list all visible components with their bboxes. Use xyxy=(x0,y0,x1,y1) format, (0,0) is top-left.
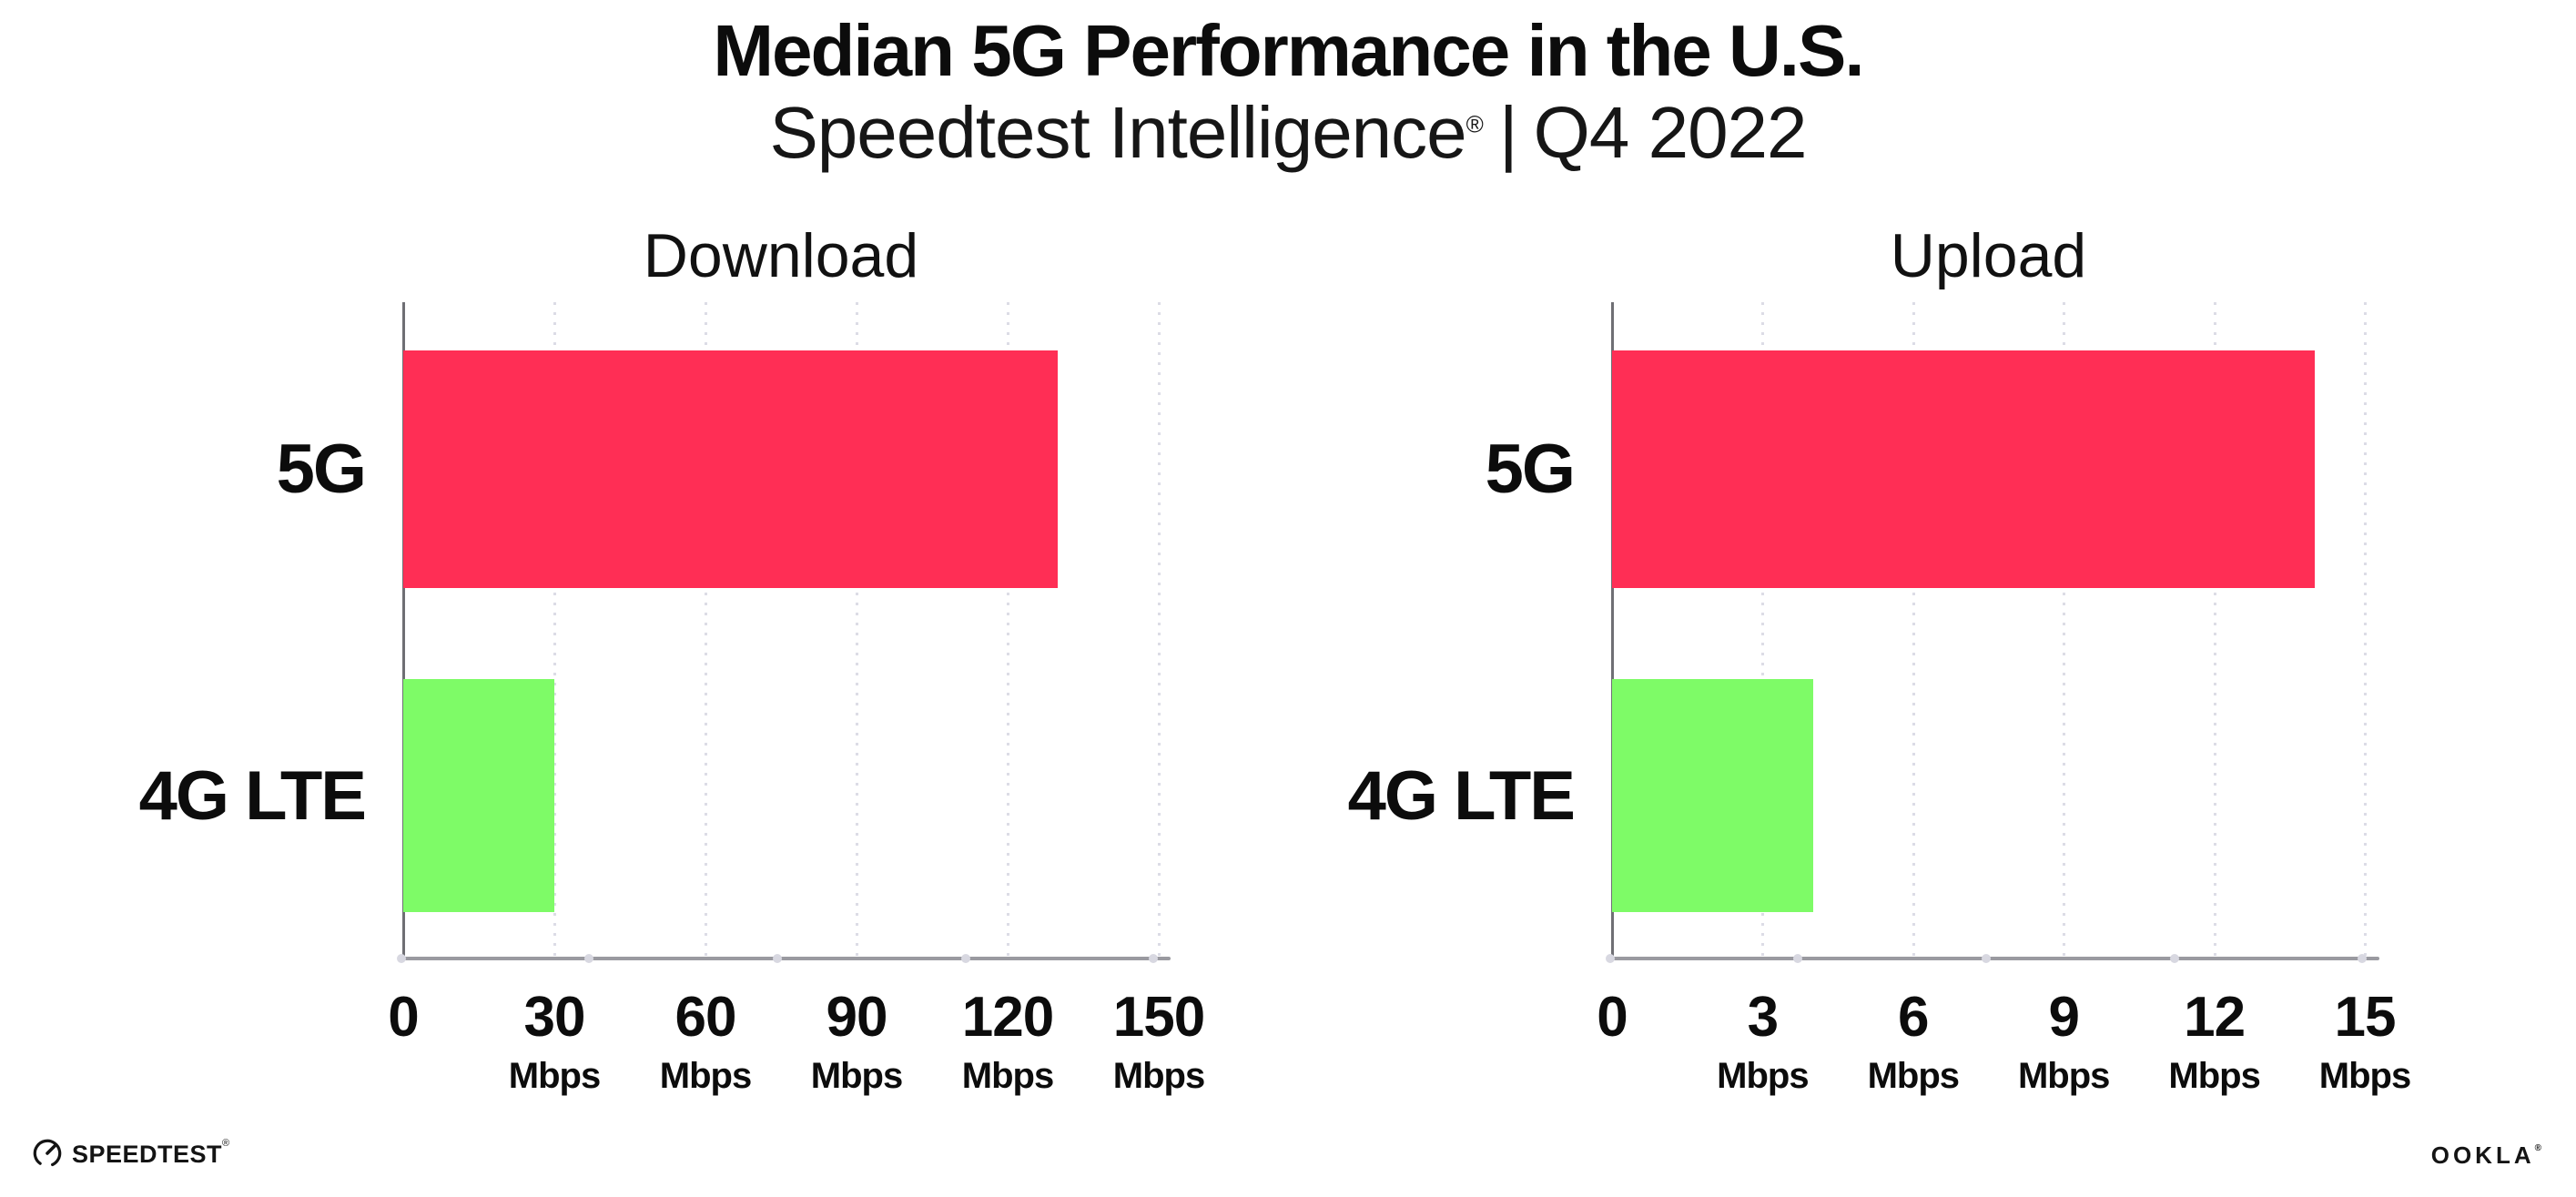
axis-tick-dot xyxy=(773,954,782,963)
tick-unit: Mbps xyxy=(1867,1056,1960,1097)
axis-tick-dot xyxy=(2170,954,2179,963)
tick-label: 90 Mbps xyxy=(810,986,903,1097)
y-axis-line xyxy=(1611,302,1614,959)
bar-4g-lte xyxy=(403,679,554,912)
gauge-icon xyxy=(33,1139,62,1168)
category-label: 5G xyxy=(276,431,367,508)
ookla-wordmark: OOKLA® xyxy=(2430,1141,2541,1169)
page-title: Median 5G Performance in the U.S. xyxy=(713,10,1864,91)
ookla-registered-symbol: ® xyxy=(2534,1143,2541,1153)
axis-tick-dot xyxy=(397,954,406,963)
trademark-symbol: ® xyxy=(222,1138,230,1149)
axis-tick-dot xyxy=(1149,954,1158,963)
tick-label: 120 Mbps xyxy=(961,986,1054,1097)
tick-value: 9 xyxy=(2048,986,2079,1049)
gridline xyxy=(705,302,707,959)
tick-value: 0 xyxy=(1597,986,1628,1049)
gridline xyxy=(1007,302,1009,959)
tick-unit: Mbps xyxy=(810,1056,903,1097)
tick-label: 150 Mbps xyxy=(1112,986,1205,1097)
gridline xyxy=(2063,302,2066,959)
tick-value: 6 xyxy=(1898,986,1929,1049)
gridline xyxy=(1912,302,1915,959)
x-axis-line xyxy=(1606,954,2379,963)
registered-symbol: ® xyxy=(1465,110,1484,138)
category-label: 4G LTE xyxy=(138,756,367,835)
tick-label: 6 Mbps xyxy=(1867,986,1960,1097)
x-axis-line xyxy=(397,954,1171,963)
tick-value: 90 xyxy=(826,986,888,1049)
axis-tick-dot xyxy=(584,954,593,963)
upload-chart-plot: 0 3 Mbps 6 Mbps 9 Mbps 12 Mbps 15 Mbps 5G 4G LTE xyxy=(1348,302,2411,1096)
gridline xyxy=(2213,302,2216,959)
tick-label: 3 Mbps xyxy=(1717,986,1809,1097)
y-axis-line xyxy=(402,302,405,959)
subtitle-period: Q4 2022 xyxy=(1533,92,1808,173)
tick-value: 0 xyxy=(388,986,419,1049)
tick-unit: Mbps xyxy=(1112,1056,1205,1097)
tick-unit: Mbps xyxy=(961,1056,1054,1097)
tick-value: 12 xyxy=(2184,986,2246,1049)
axis-tick-dot xyxy=(2358,954,2367,963)
tick-unit: Mbps xyxy=(659,1056,752,1097)
tick-unit: Mbps xyxy=(2017,1056,2110,1097)
gridline xyxy=(553,302,556,959)
gridline xyxy=(1158,302,1161,959)
speedtest-logo: SPEEDTEST® xyxy=(32,1138,230,1169)
axis-tick-dot xyxy=(1606,954,1615,963)
gridline xyxy=(1761,302,1765,959)
chart-title-download: Download xyxy=(643,221,919,290)
tick-unit: Mbps xyxy=(508,1056,601,1097)
tick-label: 0 xyxy=(388,986,419,1049)
tick-unit: Mbps xyxy=(2168,1056,2260,1097)
tick-value: 150 xyxy=(1112,986,1205,1049)
tick-value: 15 xyxy=(2334,986,2397,1049)
tick-label: 60 Mbps xyxy=(659,986,752,1097)
tick-label: 9 Mbps xyxy=(2017,986,2110,1097)
category-label: 5G xyxy=(1485,431,1576,508)
bar-5g xyxy=(403,350,1059,588)
subtitle-separator: | xyxy=(1498,92,1518,173)
page-subtitle: Speedtest Intelligence® | Q4 2022 xyxy=(0,91,2576,175)
axis-tick-dot xyxy=(1793,954,1802,963)
tick-label: 12 Mbps xyxy=(2168,986,2260,1097)
chart-title-upload: Upload xyxy=(1890,221,2087,290)
tick-value: 3 xyxy=(1747,986,1779,1049)
gridline xyxy=(2364,302,2367,959)
tick-unit: Mbps xyxy=(1717,1056,1809,1097)
tick-label: 30 Mbps xyxy=(508,986,601,1097)
tick-value: 30 xyxy=(523,986,586,1049)
category-label: 4G LTE xyxy=(1347,756,1576,835)
bar-5g xyxy=(1612,350,2315,588)
speedtest-wordmark: SPEEDTEST® xyxy=(72,1138,230,1168)
tick-value: 120 xyxy=(961,986,1054,1049)
download-chart-plot: 0 30 Mbps 60 Mbps 90 Mbps 120 Mbps 150 Mbps 5G 4G LT… xyxy=(139,302,1205,1096)
tick-unit: Mbps xyxy=(2318,1056,2411,1097)
axis-tick-dot xyxy=(1982,954,1991,963)
tick-label: 0 xyxy=(1597,986,1628,1049)
gridline xyxy=(856,302,858,959)
axis-tick-dot xyxy=(961,954,970,963)
tick-label: 15 Mbps xyxy=(2318,986,2411,1097)
subtitle-brand: Speedtest Intelligence xyxy=(769,92,1466,173)
tick-value: 60 xyxy=(674,986,737,1049)
bar-4g-lte xyxy=(1612,679,1813,912)
